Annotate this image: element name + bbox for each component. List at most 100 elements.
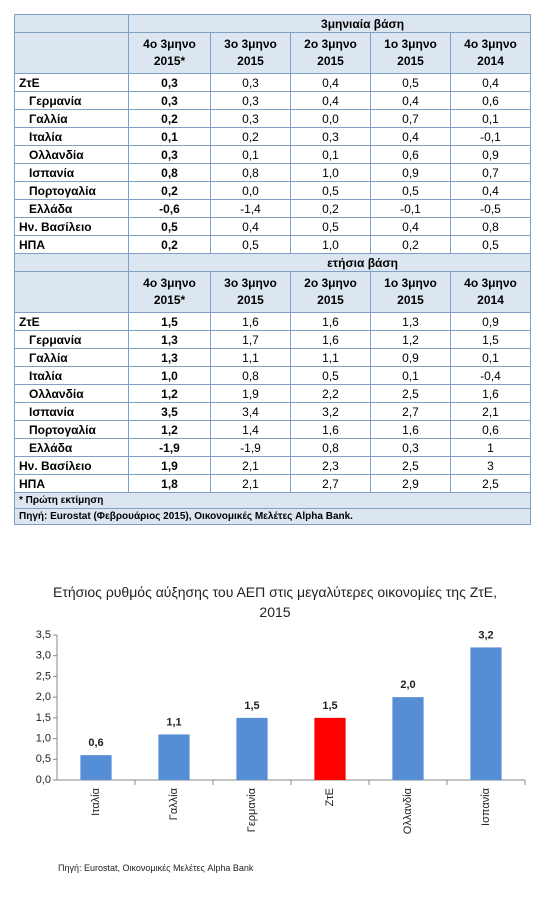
header-row: 3μηνιαία βάση [14,14,532,33]
column-header-row: 4ο 3μηνο 2015* 3ο 3μηνο 2015 2ο 3μηνο 2015 1ο … [14,271,532,313]
chart-source: Πηγή: Eurostat, Οικονομικές Μελέτες Alph… [58,863,254,873]
column-header-line: 2014 [477,293,504,307]
data-row: Γαλλία 1,3 1,1 1,1 0,9 0,1 [14,348,532,367]
column-header-line: 4ο 3μηνο [143,276,196,290]
column-header: 2ο 3μηνο 2015 [290,32,371,74]
cell: 0,8 [449,217,532,236]
column-header-line: 2015 [317,54,344,68]
y-tick-label: 0,5 [36,753,51,765]
row-label: Ισπανία [14,402,129,421]
y-tick-label: 3,5 [36,629,51,641]
data-row: Ιταλία 1,0 0,8 0,5 0,1 -0,4 [14,366,532,385]
bar [80,755,112,780]
data-row: Ελλάδα -1,9 -1,9 0,8 0,3 1 [14,438,532,457]
cell: 0,1 [449,109,532,128]
y-tick-label: 0,0 [36,774,51,786]
column-header: 4ο 3μηνο 2015* [128,32,211,74]
column-header-row: 4ο 3μηνο 2015* 3ο 3μηνο 2015 2ο 3μηνο 2015 1ο … [14,32,532,74]
chart-title: Ετήσιος ρυθμός αύξησης του ΑΕΠ στις μεγα… [52,584,498,620]
column-header: 3ο 3μηνο 2015 [210,32,291,74]
cell: 1,6 [210,312,291,331]
column-header-line: 2015 [237,54,264,68]
bar [236,717,268,780]
column-header-line: 1ο 3μηνο [384,37,437,51]
x-tick-label: Ισπανία [480,787,492,826]
gdp-table: 3μηνιαία βάση 4ο 3μηνο 2015* 3ο 3μηνο 2015 2ο… [13,14,532,525]
row-label: Ην. Βασίλειο [14,456,129,475]
cell: 0,6 [449,91,532,110]
value-label: 3,2 [478,629,493,641]
data-row: Ιταλία 0,1 0,2 0,3 0,4 -0,1 [14,127,532,146]
column-header-line: 2ο 3μηνο [304,37,357,51]
empty-cell [14,32,129,74]
data-row: ΖτΕ 1,5 1,6 1,6 1,3 0,9 [14,312,532,331]
cell: 3,4 [210,402,291,421]
value-label: 1,5 [322,700,337,712]
column-header-line: 3ο 3μηνο [224,276,277,290]
cell: 1,1 [210,348,291,367]
header-row: ετήσια βάση [14,253,532,272]
y-tick-label: 2,0 [36,691,51,703]
column-header-line: 1ο 3μηνο [384,276,437,290]
column-header-line: 2015* [153,54,186,68]
data-row: Πορτογαλία 0,2 0,0 0,5 0,5 0,4 [14,181,532,200]
row-label: Ισπανία [14,163,129,182]
data-row: Ολλανδία 1,2 1,9 2,2 2,5 1,6 [14,384,532,403]
cell: 0,9 [449,312,532,331]
column-header: 3ο 3μηνο 2015 [210,271,291,313]
data-row: Πορτογαλία 1,2 1,4 1,6 1,6 0,6 [14,420,532,439]
value-label: 0,6 [88,737,103,749]
note-row: Πηγή: Eurostat (Φεβρουάριος 2015), Οικον… [13,508,532,525]
bar [158,734,190,780]
column-header-line: 4ο 3μηνο [464,276,517,290]
row-label: Πορτογαλία [14,420,129,439]
value-label: 1,1 [166,716,181,728]
x-tick-label: Γερμανία [246,787,258,832]
data-row: ΗΠΑ 0,2 0,5 1,0 0,2 0,5 [14,235,532,254]
cell: -0,1 [370,199,451,218]
section-title: 3μηνιαία βάση [127,14,532,33]
cell: 0,1 [128,127,211,146]
column-header: 1ο 3μηνο 2015 [370,271,451,313]
y-tick-label: 2,5 [36,670,51,682]
column-header: 1ο 3μηνο 2015 [370,32,451,74]
column-header-line: 4ο 3μηνο [143,37,196,51]
column-header-line: 2015 [397,54,424,68]
bar [392,697,424,780]
column-header-line: 2014 [477,54,504,68]
data-row: Ισπανία 3,5 3,4 3,2 2,7 2,1 [14,402,532,421]
cell: 0,3 [128,91,211,110]
empty-cell [14,14,129,33]
y-tick-label: 1,5 [36,712,51,724]
y-tick-label: 3,0 [36,650,51,662]
data-row: ΖτΕ 0,3 0,3 0,4 0,5 0,4 [14,73,532,92]
empty-cell [14,271,129,313]
column-header-line: 2015 [397,293,424,307]
cell: 0,6 [370,145,451,164]
note: Πηγή: Eurostat (Φεβρουάριος 2015), Οικον… [13,508,532,525]
cell: 1,3 [128,330,211,349]
column-header-line: 3ο 3μηνο [224,37,277,51]
column-header-line: 4ο 3μηνο [464,37,517,51]
cell: -0,4 [449,366,532,385]
y-tick-label: 1,0 [36,732,51,744]
x-tick-label: Ολλανδία [402,787,414,834]
value-label: 1,5 [244,700,259,712]
cell: -1,9 [210,438,291,457]
section-title: ετήσια βάση [127,253,532,272]
column-header-line: 2015 [317,293,344,307]
x-tick-label: ΖτΕ [324,788,336,806]
cell: 1,6 [290,330,371,349]
data-row: Ην. Βασίλειο 1,9 2,1 2,3 2,5 3 [14,456,532,475]
x-tick-label: Ιταλία [90,787,102,816]
bar [314,717,346,780]
row-label: Γαλλία [14,348,129,367]
data-row: Ισπανία 0,8 0,8 1,0 0,9 0,7 [14,163,532,182]
column-header: 4ο 3μηνο 2014 [449,271,532,313]
cell: 0,1 [210,145,291,164]
cell: 0,2 [210,127,291,146]
cell: 0,5 [370,73,451,92]
cell: 1,9 [128,456,211,475]
